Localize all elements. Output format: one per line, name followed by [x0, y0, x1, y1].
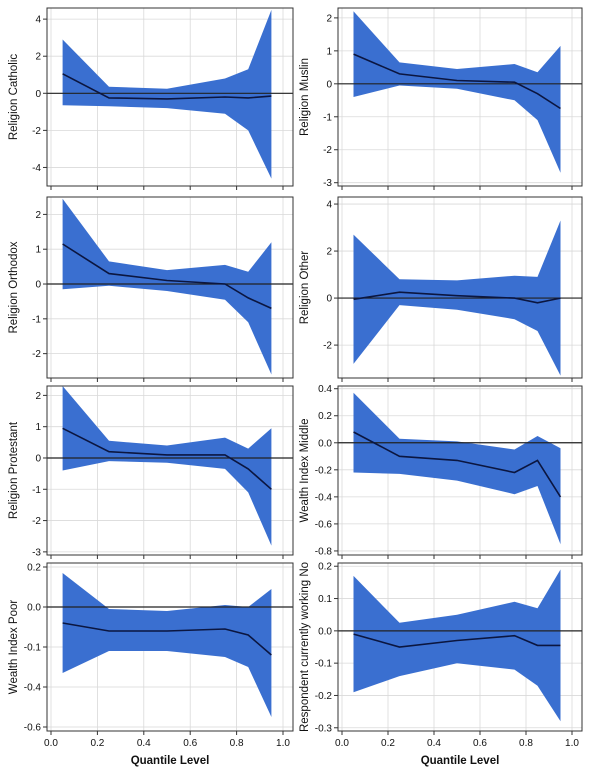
confidence-band: [62, 573, 272, 717]
panel-frame: [46, 385, 294, 556]
panel-frame: [337, 562, 583, 732]
panel-frame: [337, 7, 583, 187]
panel-frame: [46, 7, 294, 187]
y-tick-label: -2: [32, 516, 41, 527]
estimate-line: [62, 243, 272, 310]
estimate-line: [353, 431, 562, 498]
confidence-band: [62, 9, 272, 179]
y-axis-label: Respondent currently working No: [299, 562, 311, 732]
y-tick-label: 0.0: [318, 626, 332, 637]
confidence-band: [62, 386, 272, 546]
y-tick-label: -3: [32, 547, 41, 558]
panel-5: 2 1 0 -1 -2 -3 Religion Protestant: [8, 385, 294, 559]
y-tick-label: -0.1: [315, 659, 333, 670]
y-tick-label: 0.2: [318, 562, 332, 573]
estimate-line: [62, 73, 272, 100]
y-tick-label: -0.6: [315, 519, 333, 530]
x-tick-label: 1.0: [276, 738, 290, 749]
panel-frame: [337, 196, 583, 379]
y-tick-label: 0.4: [318, 384, 332, 395]
y-tick-label: -1: [32, 314, 41, 325]
y-tick-label: 1: [35, 245, 41, 256]
y-tick-label: 0: [35, 280, 41, 291]
y-tick-label: -2: [32, 349, 41, 360]
x-tick-label: 0.8: [230, 738, 244, 749]
panel-6: 0.4 0.2 0.0 -0.2 -0.4 -0.6 -0.8 Wealth Index Mi…: [299, 384, 583, 559]
x-tick-label: 0.6: [473, 738, 487, 749]
y-tick-label: 1: [326, 46, 332, 57]
confidence-band: [353, 392, 561, 545]
panel-7: 0.2 0.0 -0.1 -0.4 -0.6 Wealth Index Poor 0.0 0.…: [8, 562, 294, 767]
y-tick-label: 2: [326, 13, 332, 24]
y-tick-label: 4: [35, 15, 41, 26]
panel-1: 4 2 0 -2 -4 Religion Catholic: [8, 7, 294, 190]
x-axis-label: Quantile Level: [131, 755, 210, 767]
confidence-band: [62, 198, 272, 375]
estimate-line: [353, 53, 561, 110]
y-tick-label: 2: [35, 210, 41, 221]
panel-3: 2 1 0 -1 -2 Religion Orthodox: [8, 196, 294, 382]
x-tick-label: 0.0: [335, 738, 349, 749]
panel-4: 4 2 0 -2 Religion Other: [299, 196, 583, 382]
y-axis-label: Religion Catholic: [8, 54, 20, 141]
y-tick-label: -4: [32, 163, 41, 174]
y-tick-label: 2: [326, 247, 332, 258]
y-tick-label: -1: [32, 485, 41, 496]
y-tick-label: -0.3: [315, 723, 333, 734]
estimate-line: [353, 291, 561, 304]
panel-2: 2 1 0 -1 -2 -3 Religion Muslin: [299, 7, 583, 190]
estimate-line: [62, 427, 272, 490]
y-tick-label: 0.2: [318, 411, 332, 422]
y-tick-label: 0: [326, 79, 332, 90]
y-tick-label: 4: [326, 200, 332, 211]
confidence-band: [353, 11, 561, 173]
panel-frame: [46, 196, 294, 379]
y-tick-label: 0: [35, 89, 41, 100]
y-tick-label: -0.2: [315, 691, 333, 702]
x-tick-label: 1.0: [565, 738, 579, 749]
y-tick-label: 2: [35, 52, 41, 63]
y-tick-label: -0.2: [315, 465, 333, 476]
y-tick-label: -2: [323, 341, 332, 352]
x-tick-label: 0.6: [183, 738, 197, 749]
x-tick-label: 0.4: [427, 738, 441, 749]
x-tick-label: 0.2: [381, 738, 395, 749]
y-tick-label: 0.2: [27, 563, 41, 574]
y-axis-label: Religion Orthodox: [8, 241, 20, 333]
x-axis-label: Quantile Level: [421, 755, 500, 767]
y-tick-label: 1: [35, 422, 41, 433]
y-tick-label: -0.1: [24, 643, 42, 654]
confidence-band: [353, 569, 561, 722]
y-tick-label: -0.8: [315, 546, 333, 557]
y-tick-label: -3: [323, 178, 332, 189]
estimate-line: [62, 622, 272, 656]
x-tick-label: 0.0: [44, 738, 58, 749]
y-axis-label: Wealth Index Middle: [299, 419, 311, 523]
y-tick-label: 0: [35, 453, 41, 464]
y-axis-label: Wealth Index Poor: [8, 600, 20, 695]
y-tick-label: -0.4: [24, 683, 42, 694]
y-tick-label: -0.4: [315, 492, 333, 503]
y-tick-label: 0.1: [318, 594, 332, 605]
panel-frame: [337, 385, 583, 556]
y-tick-label: 0: [326, 294, 332, 305]
y-tick-label: -2: [32, 126, 41, 137]
y-tick-label: 0.0: [318, 438, 332, 449]
x-tick-label: 0.2: [90, 738, 104, 749]
x-tick-label: 0.8: [519, 738, 533, 749]
y-tick-label: -2: [323, 145, 332, 156]
y-tick-label: -1: [323, 112, 332, 123]
y-axis-label: Religion Muslin: [299, 58, 311, 136]
estimate-line: [353, 633, 561, 648]
x-tick-label: 0.4: [137, 738, 151, 749]
y-tick-label: -0.6: [24, 723, 42, 734]
y-axis-label: Religion Other: [299, 251, 311, 325]
y-tick-label: 2: [35, 391, 41, 402]
y-tick-label: 0.0: [27, 603, 41, 614]
y-axis-label: Religion Protestant: [8, 421, 20, 519]
panel-8: 0.2 0.1 0.0 -0.1 -0.2 -0.3 Respondent currentl…: [299, 562, 583, 767]
